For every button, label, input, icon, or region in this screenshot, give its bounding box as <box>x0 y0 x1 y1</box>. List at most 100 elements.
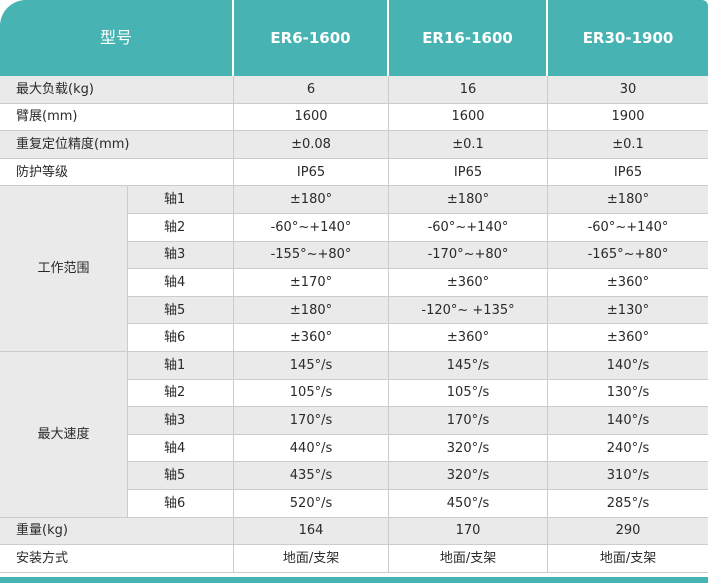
axis-label: 轴6 <box>128 324 235 352</box>
header-row: 型号 ER6-1600 ER16-1600 ER30-1900 <box>0 0 709 76</box>
cell-value: 140°/s <box>548 351 709 380</box>
model-header-3: ER30-1900 <box>548 0 709 76</box>
cell-value: 450°/s <box>389 489 549 518</box>
cell-value: ±360° <box>389 269 549 297</box>
cell-value: ±360° <box>548 269 709 297</box>
row-label: 防护等级 <box>0 158 235 187</box>
cell-value: -170°~+80° <box>389 241 549 270</box>
cell-value: 30 <box>548 76 709 104</box>
model-header-label: 型号 <box>0 0 235 76</box>
cell-value: -60°~+140° <box>234 213 390 242</box>
table-row: 工作范围 轴1 ±180° ±180° ±180° <box>0 186 709 352</box>
table-row: 轴2 105°/s 105°/s 130°/s <box>0 379 709 408</box>
cell-value: ±180° <box>548 186 709 214</box>
table-row: 轴5 ±180° -120°~ +135° ±130° <box>0 296 709 325</box>
cell-value: 105°/s <box>389 379 549 408</box>
axis-label: 轴1 <box>128 351 235 380</box>
axis-label: 轴2 <box>128 379 235 408</box>
cell-value: ±180° <box>389 186 549 214</box>
cell-value: ±0.08 <box>234 131 390 159</box>
cell-value: ±130° <box>548 296 709 325</box>
cell-value: -60°~+140° <box>389 213 549 242</box>
cell-value: 145°/s <box>234 351 390 380</box>
cell-value: ±0.1 <box>548 131 709 159</box>
cell-value: 240°/s <box>548 434 709 463</box>
robot-spec-table: 型号 ER6-1600 ER16-1600 ER30-1900 最大负载(kg)… <box>0 0 709 573</box>
table-row: 重复定位精度(mm) ±0.08 ±0.1 ±0.1 <box>0 131 709 159</box>
table-row: 最大负载(kg) 6 16 30 <box>0 76 709 104</box>
cell-value: 290 <box>548 517 709 546</box>
cell-value: 地面/支架 <box>389 545 549 573</box>
cell-value: 1600 <box>389 103 549 132</box>
axis-label: 轴3 <box>128 407 235 435</box>
cell-value: ±360° <box>234 324 390 352</box>
working-range-label: 工作范围 <box>0 186 128 352</box>
cell-value: 435°/s <box>234 462 390 490</box>
cell-value: 6 <box>234 76 390 104</box>
row-label: 臂展(mm) <box>0 103 235 132</box>
cell-value: IP65 <box>389 158 549 187</box>
max-speed-label: 最大速度 <box>0 351 128 518</box>
cell-value: ±360° <box>389 324 549 352</box>
cell-value: 170°/s <box>234 407 390 435</box>
table-row: 轴3 -155°~+80° -170°~+80° -165°~+80° <box>0 241 709 270</box>
cell-value: 105°/s <box>234 379 390 408</box>
cell-value: 310°/s <box>548 462 709 490</box>
axis-label: 轴3 <box>128 241 235 270</box>
cell-value: ±360° <box>548 324 709 352</box>
cell-value: 140°/s <box>548 407 709 435</box>
cell-value: -165°~+80° <box>548 241 709 270</box>
table-row: 安装方式 地面/支架 地面/支架 地面/支架 <box>0 545 709 573</box>
table-row: 轴6 520°/s 450°/s 285°/s <box>0 489 709 518</box>
table-row: 轴4 ±170° ±360° ±360° <box>0 269 709 297</box>
axis-label: 轴4 <box>128 434 235 463</box>
cell-value: 地面/支架 <box>548 545 709 573</box>
cell-value: IP65 <box>234 158 390 187</box>
axis-label: 轴5 <box>128 462 235 490</box>
row-label: 重量(kg) <box>0 517 235 546</box>
cell-value: 1600 <box>234 103 390 132</box>
row-label: 安装方式 <box>0 545 235 573</box>
axis-label: 轴1 <box>128 186 235 214</box>
cell-value: ±180° <box>234 296 390 325</box>
table-row: 防护等级 IP65 IP65 IP65 <box>0 158 709 187</box>
cell-value: 520°/s <box>234 489 390 518</box>
table-row: 轴2 -60°~+140° -60°~+140° -60°~+140° <box>0 213 709 242</box>
cell-value: 130°/s <box>548 379 709 408</box>
model-header-1: ER6-1600 <box>234 0 390 76</box>
bottom-accent-bar <box>0 577 708 583</box>
table-row: 臂展(mm) 1600 1600 1900 <box>0 103 709 132</box>
row-label: 最大负载(kg) <box>0 76 235 104</box>
cell-value: 1900 <box>548 103 709 132</box>
cell-value: 16 <box>389 76 549 104</box>
table-row: 轴6 ±360° ±360° ±360° <box>0 324 709 352</box>
table-row: 最大速度 轴1 145°/s 145°/s 140°/s <box>0 351 709 518</box>
table-row: 轴5 435°/s 320°/s 310°/s <box>0 462 709 490</box>
cell-value: ±0.1 <box>389 131 549 159</box>
table-row: 轴4 440°/s 320°/s 240°/s <box>0 434 709 463</box>
cell-value: ±170° <box>234 269 390 297</box>
cell-value: ±180° <box>234 186 390 214</box>
cell-value: 440°/s <box>234 434 390 463</box>
axis-label: 轴6 <box>128 489 235 518</box>
cell-value: -60°~+140° <box>548 213 709 242</box>
cell-value: 285°/s <box>548 489 709 518</box>
table-row: 重量(kg) 164 170 290 <box>0 517 709 546</box>
axis-label: 轴4 <box>128 269 235 297</box>
row-label: 重复定位精度(mm) <box>0 131 235 159</box>
cell-value: 地面/支架 <box>234 545 390 573</box>
cell-value: 320°/s <box>389 462 549 490</box>
model-header-2: ER16-1600 <box>389 0 549 76</box>
axis-label: 轴2 <box>128 213 235 242</box>
cell-value: 320°/s <box>389 434 549 463</box>
cell-value: 170°/s <box>389 407 549 435</box>
cell-value: -155°~+80° <box>234 241 390 270</box>
cell-value: -120°~ +135° <box>389 296 549 325</box>
cell-value: 170 <box>389 517 549 546</box>
axis-label: 轴5 <box>128 296 235 325</box>
cell-value: 164 <box>234 517 390 546</box>
table-row: 轴3 170°/s 170°/s 140°/s <box>0 407 709 435</box>
cell-value: IP65 <box>548 158 709 187</box>
cell-value: 145°/s <box>389 351 549 380</box>
